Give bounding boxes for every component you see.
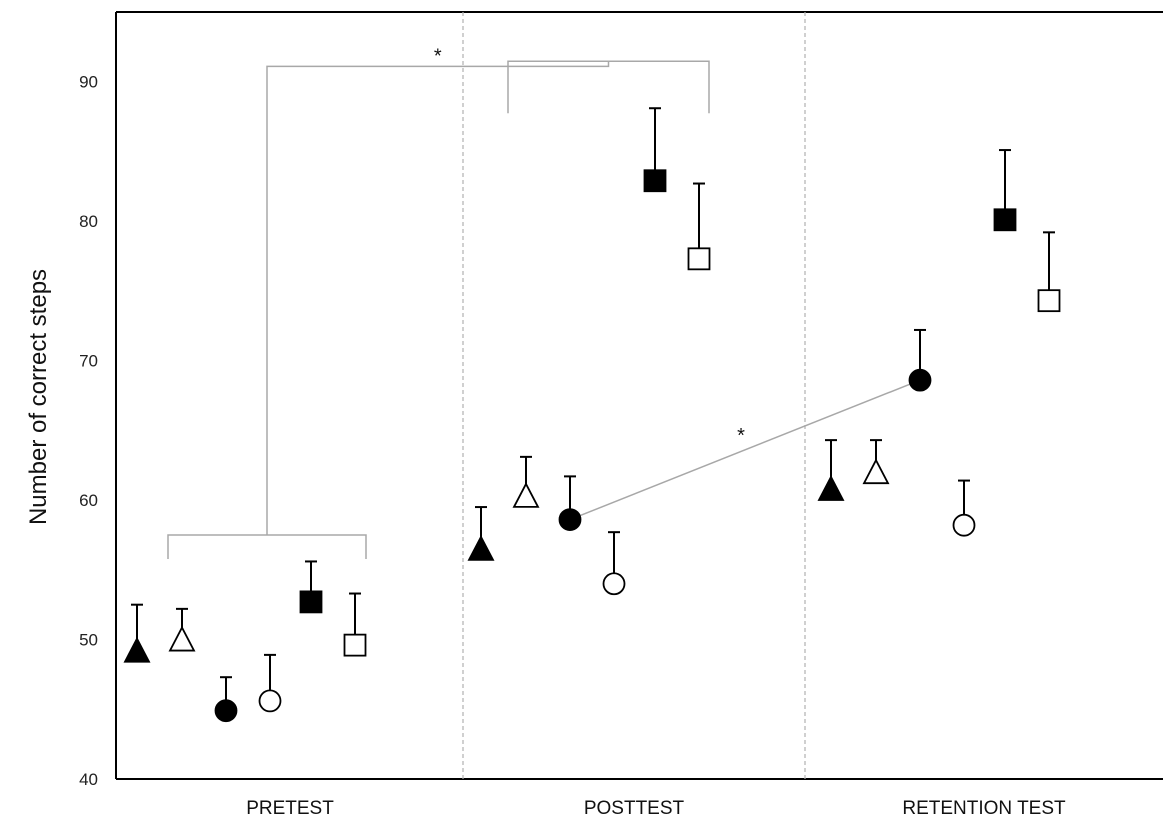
posttest-bracket xyxy=(507,60,710,114)
pretest-bracket xyxy=(167,534,367,559)
significance-star: * xyxy=(434,45,442,67)
error-bars xyxy=(131,107,1055,711)
y-tick-label: 60 xyxy=(79,491,98,510)
pre-post-connector xyxy=(266,61,610,535)
square-marker xyxy=(343,633,367,657)
y-tick-label: 80 xyxy=(79,212,98,231)
triangle-marker xyxy=(168,625,196,652)
square-marker xyxy=(993,208,1017,232)
x-category-labels: PRETEST POSTTEST RETENTION TEST xyxy=(246,798,1066,819)
plot-frame xyxy=(115,11,1163,780)
y-axis-ticks: 40 50 60 70 80 90 xyxy=(79,73,98,789)
triangle-marker xyxy=(123,636,151,663)
square-marker xyxy=(687,247,711,271)
data-markers xyxy=(123,169,1061,723)
y-tick-label: 70 xyxy=(79,352,98,371)
y-tick-label: 50 xyxy=(79,631,98,650)
y-tick-label: 90 xyxy=(79,73,98,92)
triangle-marker xyxy=(862,458,890,485)
triangle-marker xyxy=(467,534,495,561)
x-category-label: RETENTION TEST xyxy=(902,798,1066,819)
circle-marker xyxy=(214,699,238,723)
circle-marker xyxy=(558,508,582,532)
circle-marker xyxy=(258,689,282,713)
y-tick-label: 40 xyxy=(79,770,98,789)
significance-brackets: ** xyxy=(167,45,921,559)
square-marker xyxy=(299,590,323,614)
circle-marker xyxy=(602,572,626,596)
circle-marker xyxy=(952,513,976,537)
x-category-label: POSTTEST xyxy=(584,798,685,819)
significance-star: * xyxy=(737,425,745,447)
phase-dividers xyxy=(462,12,806,779)
triangle-marker xyxy=(512,481,540,508)
y-axis-label: Number of correct steps xyxy=(25,269,52,525)
x-category-label: PRETEST xyxy=(246,798,334,819)
square-marker xyxy=(1037,289,1061,313)
circle-marker xyxy=(908,368,932,392)
square-marker xyxy=(643,169,667,193)
circle-comparison-line xyxy=(569,379,921,521)
triangle-marker xyxy=(817,474,845,501)
